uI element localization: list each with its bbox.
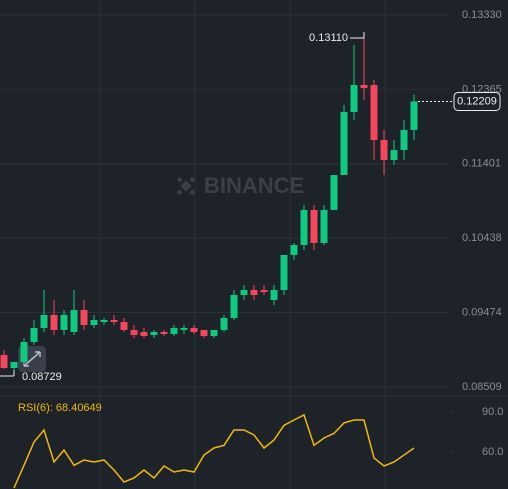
candle-body — [290, 244, 298, 255]
logo-part — [176, 176, 183, 183]
candle-body — [390, 150, 398, 160]
candle-body — [80, 309, 88, 326]
low-marker-label: 0.08729 — [22, 371, 62, 383]
candle-body — [400, 129, 408, 151]
candle-body — [70, 309, 78, 332]
candle-body — [50, 314, 58, 330]
candle-body — [350, 84, 358, 112]
candle-body — [110, 319, 118, 323]
candle-body — [140, 331, 148, 336]
candle-body — [170, 328, 178, 334]
candle-body — [270, 289, 278, 301]
rsi-name: RSI(6): — [18, 402, 53, 414]
candle-body — [100, 319, 108, 323]
candle-body — [330, 175, 338, 210]
candle-body — [0, 354, 8, 368]
candle-body — [280, 254, 288, 290]
candle-body — [380, 139, 388, 160]
candle-body — [10, 361, 18, 368]
candle-body — [190, 328, 198, 332]
logo-part — [176, 189, 183, 196]
y-tick-label: 0.10438 — [462, 232, 502, 244]
candle-body — [220, 317, 228, 330]
candle-body — [150, 331, 158, 335]
candle-body — [20, 341, 28, 362]
candle-body — [250, 289, 258, 295]
v-grid — [99, 0, 386, 489]
candle-body — [240, 289, 248, 295]
logo-part — [189, 189, 196, 196]
high-marker-label: 0.13110 — [309, 32, 348, 44]
rsi-line — [13, 413, 415, 489]
rsi-label: RSI(6): 68.40649 — [18, 402, 102, 414]
candle-body — [40, 314, 48, 329]
y-tick-label: 0.09474 — [462, 306, 502, 318]
candle-body — [230, 294, 238, 318]
candle-body — [310, 209, 318, 243]
logo-part — [189, 176, 196, 183]
candle-body — [360, 84, 368, 88]
last-price-label: 0.12209 — [457, 95, 497, 107]
candle-body — [120, 322, 128, 330]
candle-body — [160, 331, 168, 334]
candle-body — [320, 209, 328, 243]
y-tick-label: 0.11401 — [462, 158, 501, 170]
rsi-value: 68.40649 — [56, 402, 102, 414]
rsi-tick-label: 90.0 — [482, 406, 503, 418]
rsi-tick-label: 60.0 — [482, 446, 503, 458]
candle-body — [210, 329, 218, 336]
candle-body — [180, 328, 188, 330]
candle-body — [260, 289, 268, 292]
candle-body — [370, 84, 378, 140]
candle-body — [300, 209, 308, 245]
y-tick-label: 0.08509 — [462, 381, 502, 393]
candle-body — [410, 101, 418, 130]
last-price-box — [453, 91, 501, 111]
candle-body — [90, 319, 98, 326]
candle-body — [200, 329, 208, 336]
candle-body — [30, 328, 38, 342]
watermark: BINANCE — [204, 173, 304, 198]
y-tick-label: 0.13330 — [462, 9, 502, 21]
candle-body — [130, 329, 138, 335]
candle-body — [60, 314, 68, 330]
candle-body — [340, 111, 348, 176]
